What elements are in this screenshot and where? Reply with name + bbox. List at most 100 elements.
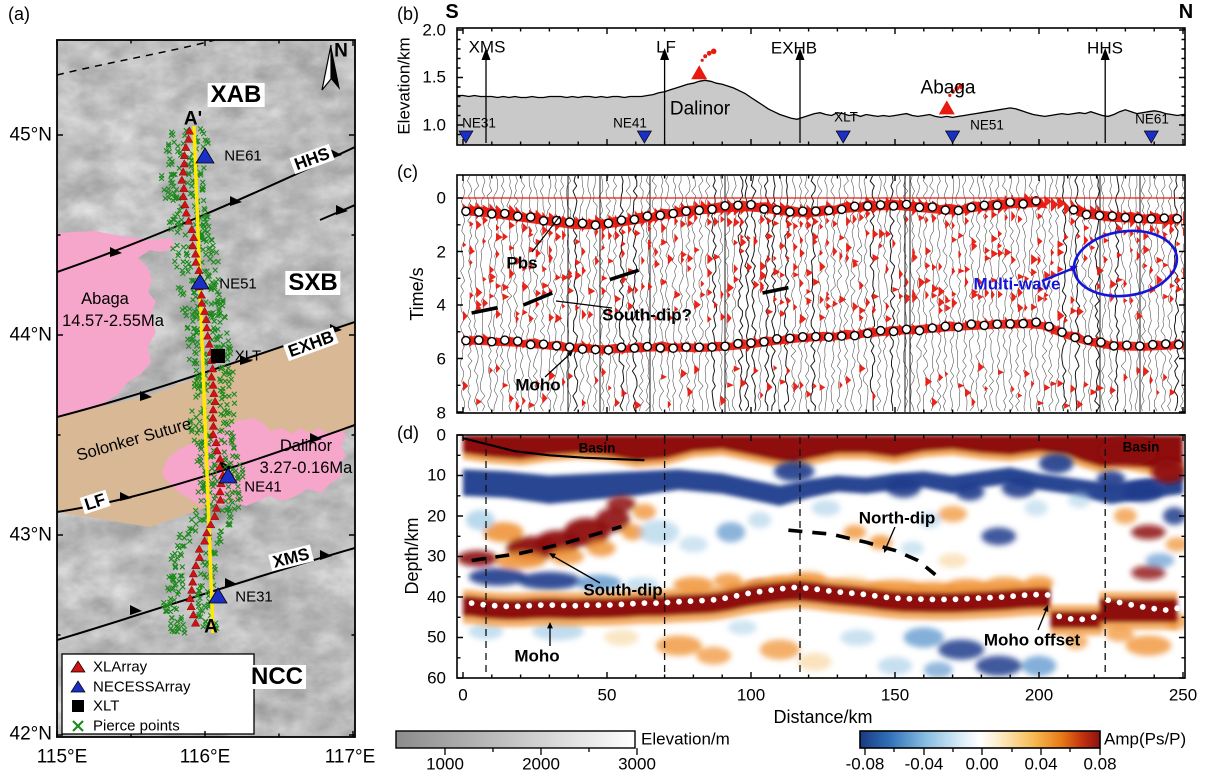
rf-annotation-south-dip: South-dip? xyxy=(602,305,692,325)
profile-north-label: N xyxy=(1178,1,1194,23)
rf-frame xyxy=(456,174,1186,414)
map-legend xyxy=(61,653,255,735)
elevation-tick-1000: 1000 xyxy=(426,754,464,774)
ccp-xtick-250: 250 xyxy=(1168,685,1198,705)
amp-colorbar-gradient xyxy=(859,730,1101,749)
ccp-xtick-100: 100 xyxy=(736,685,766,705)
amp-colorbar-ticks xyxy=(864,748,1101,755)
map-station-ne41: NE41 xyxy=(244,478,282,496)
north-arrow-icon-fill xyxy=(331,45,340,90)
ccp-annotation-graphics xyxy=(547,526,1049,646)
profile-ytick-1: 1.0 xyxy=(422,115,446,135)
profile-station-ne51: NE51 xyxy=(970,117,1004,133)
elevation-tick-3000: 3000 xyxy=(618,754,656,774)
ccp-ytick-40: 40 xyxy=(427,587,446,607)
profile-line-aa xyxy=(192,125,215,634)
lat-tick-43: 43°N xyxy=(9,524,52,546)
profile-fault-exhb: EXHB xyxy=(770,38,818,58)
upper-crust-blue-band xyxy=(463,467,1183,506)
annotation-leaders xyxy=(531,215,613,309)
profile-dalinor-label: Dalinor xyxy=(669,98,731,120)
lon-tick-115: 115°E xyxy=(36,746,88,768)
minor-fault-barb xyxy=(336,205,348,215)
xlarray-stations xyxy=(177,126,228,627)
receiver-function-panel xyxy=(456,174,1186,414)
region-label-xab: XAB xyxy=(207,83,265,107)
map-frame xyxy=(56,39,356,738)
ccp-section-panel xyxy=(456,434,1186,679)
basin-red-band xyxy=(463,436,1183,470)
necessarray-stations xyxy=(190,147,238,604)
region-label-sxb: SXB xyxy=(285,271,341,295)
ccp-basin-right: Basin xyxy=(1122,439,1160,455)
panel-b-label: (b) xyxy=(397,4,419,24)
exhb-fault-barbs xyxy=(140,324,342,401)
abaga-field-name: Abaga xyxy=(81,289,129,308)
dalinor-field-name: Dalinor xyxy=(279,436,333,455)
amp-tick-n008: -0.08 xyxy=(845,754,885,774)
volcano-icon-Dalinor xyxy=(691,65,708,80)
north-dip-line xyxy=(788,528,937,577)
legend-box xyxy=(61,653,255,735)
station-marker-NE51 xyxy=(944,130,961,144)
elevation-colorbar xyxy=(395,730,638,755)
ccp-ytick-50: 50 xyxy=(427,627,446,647)
elevation-tick-2000: 2000 xyxy=(522,754,560,774)
legend-red-triangle-icon xyxy=(70,660,86,673)
station-marker-XLT xyxy=(835,130,851,144)
legend-blue-triangle-icon xyxy=(70,680,86,693)
multi-wave-ellipse xyxy=(1072,229,1179,298)
ccp-ytick-20: 20 xyxy=(427,506,446,526)
amp-tick-000: 0.00 xyxy=(965,754,999,774)
map-ticks xyxy=(56,40,355,737)
profile-ytick-15: 1.5 xyxy=(422,67,446,87)
rf-ytick-4: 4 xyxy=(436,295,446,315)
xms-fault-barbs xyxy=(130,550,332,615)
lon-tick-116: 116°E xyxy=(179,746,231,768)
map-station-ne51: NE51 xyxy=(219,275,257,293)
rf-annotation-pbs: Pbs xyxy=(506,253,538,273)
ccp-xtick-0: 0 xyxy=(458,685,468,705)
ccp-ylabel: Depth/km xyxy=(402,517,422,595)
xlt-station-marker xyxy=(211,349,225,363)
ccp-ytick-0: 0 xyxy=(436,425,446,445)
legend-label-xlarray: XLArray xyxy=(93,658,148,676)
lat-tick-45: 45°N xyxy=(9,124,52,146)
ccp-north-dip: North-dip xyxy=(858,508,936,528)
map-north-label: N xyxy=(334,40,348,62)
rf-ylabel: Time/s xyxy=(407,267,427,321)
profile-fault-hhs: HHS xyxy=(1087,38,1123,58)
ccp-moho-offset: Moho offset xyxy=(983,630,1081,650)
station-marker-NE41 xyxy=(636,130,653,144)
map-station-ne31: NE31 xyxy=(235,588,273,606)
panel-c-label: (c) xyxy=(397,162,418,182)
rf-ytick-0: 0 xyxy=(436,188,446,208)
profile-start-label: A xyxy=(204,616,218,638)
profile-fault-xms: XMS xyxy=(468,37,506,57)
elevation-colorbar-ticks xyxy=(444,748,638,755)
legend-green-cross-icon xyxy=(72,720,84,732)
profile-station-ne61: NE61 xyxy=(1135,111,1169,127)
ccp-ytick-30: 30 xyxy=(427,546,446,566)
legend-label-pierce: Pierce points xyxy=(93,717,180,735)
map-station-ne61: NE61 xyxy=(224,147,262,165)
profile-south-label: S xyxy=(445,1,459,23)
rf-annotation-graphics xyxy=(471,215,1179,378)
elevation-profile-panel xyxy=(456,27,1186,146)
amp-tick-n004: -0.04 xyxy=(904,754,944,774)
lon-tick-117: 117°E xyxy=(324,746,376,768)
map-dynamic-layers xyxy=(158,125,246,636)
ccp-south-dip: South-dip xyxy=(583,580,663,600)
profile-fault-lf: LF xyxy=(656,37,676,57)
amp-colorbar xyxy=(859,730,1101,755)
amp-tick-004: 0.04 xyxy=(1024,754,1058,774)
rf-annotation-multi-wave: Multi-wave xyxy=(973,274,1061,294)
profile-station-ne31: NE31 xyxy=(462,115,496,131)
lat-tick-42: 42°N xyxy=(9,723,52,745)
south-dip-line xyxy=(471,524,622,563)
ccp-xlabel: Distance/km xyxy=(773,707,873,727)
elevation-colorbar-label: Elevation/m xyxy=(641,729,730,749)
profile-station-xlt: XLT xyxy=(834,109,858,125)
ccp-ytick-60: 60 xyxy=(427,668,446,688)
